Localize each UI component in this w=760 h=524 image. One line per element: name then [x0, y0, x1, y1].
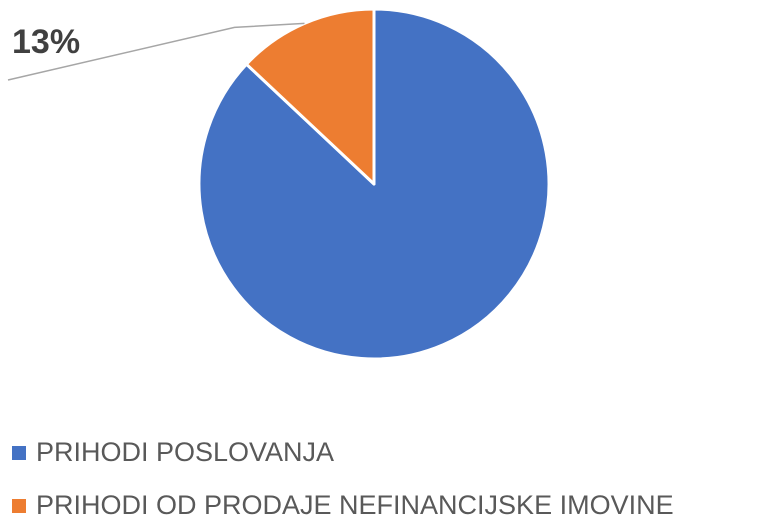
legend-swatch — [12, 446, 26, 460]
legend-label: PRIHODI POSLOVANJA — [36, 437, 334, 467]
legend-swatch — [12, 499, 26, 513]
legend-label: PRIHODI OD PRODAJE NEFINANCIJSKE IMOVINE — [36, 490, 674, 520]
value-label: 13% — [12, 23, 80, 61]
leader-line — [7, 22, 305, 81]
pie-slice — [244, 7, 376, 186]
